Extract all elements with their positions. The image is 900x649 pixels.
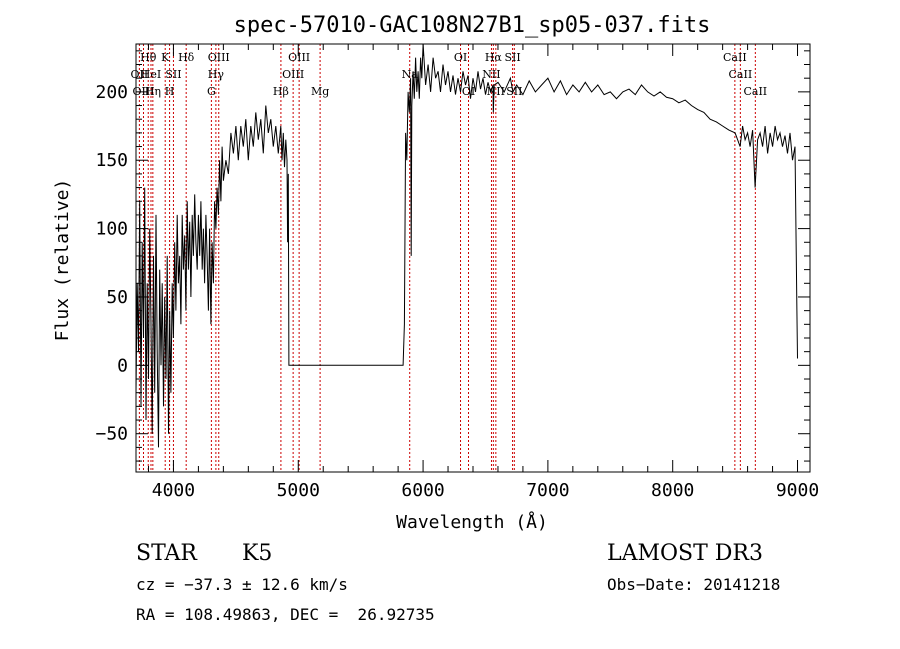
object-subclass: K5 [242, 541, 272, 566]
ra-dec-coordinates: RA = 108.49863, DEC = 26.92735 [136, 605, 435, 624]
survey-name: LAMOST DR3 [607, 541, 763, 566]
spectral-line-label: OI [454, 51, 467, 64]
spectral-line-label: OII [131, 68, 149, 81]
spectral-line-label: H [165, 85, 175, 98]
observation-date: Obs−Date: 20141218 [607, 575, 780, 594]
spectral-line-label: OIII [208, 51, 230, 64]
y-tick-label: 0 [117, 355, 128, 376]
spectral-line-label: SII [504, 51, 520, 64]
spectrum-line [135, 43, 798, 448]
spectral-line-label: Hη [145, 85, 161, 98]
spectral-line-label: K [161, 51, 170, 64]
y-axis: −50 0 50 100 150 200 [95, 50, 810, 462]
x-tick-label: 7000 [526, 480, 569, 501]
y-tick-label: 50 [106, 287, 128, 308]
x-tick-label: 4000 [152, 480, 195, 501]
spectral-line-label: NII [487, 85, 505, 98]
spectral-line-label: HeI [141, 68, 161, 81]
spectral-line-label: Hγ [208, 68, 225, 81]
y-axis-label: Flux (relative) [52, 179, 73, 342]
spectral-line-label: SII [506, 85, 522, 98]
spectral-line-label: Hδ [178, 51, 195, 64]
spectral-line-label: NII [482, 68, 500, 81]
spectral-line-label: Hθ [140, 51, 157, 64]
spectral-line-label: Hβ [273, 85, 289, 98]
chart-title: spec-57010-GAC108N27B1_sp05-037.fits [234, 13, 711, 38]
spectral-line-label: OIII [282, 68, 304, 81]
plot-frame [135, 43, 811, 473]
line-markers [138, 44, 756, 472]
y-tick-label: 200 [95, 82, 128, 103]
spectral-line-label: OI [462, 85, 475, 98]
x-tick-label: 5000 [277, 480, 320, 501]
y-tick-label: 150 [95, 150, 128, 171]
y-tick-label: −50 [95, 424, 128, 445]
object-class: STAR [136, 541, 198, 566]
x-tick-label: 6000 [401, 480, 444, 501]
spectral-line-label: CaII [729, 68, 753, 81]
y-tick-label: 100 [95, 219, 128, 240]
spectral-line-label: SII [165, 68, 181, 81]
spectral-line-label: Na [402, 68, 419, 81]
x-tick-label: 9000 [776, 480, 819, 501]
spectral-line-label: OIII [288, 51, 310, 64]
x-tick-label: 8000 [651, 480, 694, 501]
x-axis: 4000 5000 6000 7000 8000 9000 [147, 44, 819, 501]
spectral-line-label: Hα [485, 51, 503, 64]
spectral-line-label: CaII [743, 85, 767, 98]
x-axis-label: Wavelength (Å) [396, 511, 548, 533]
redshift-cz: cz = −37.3 ± 12.6 km/s [136, 575, 348, 594]
spectral-line-label: G [207, 85, 216, 98]
spectral-line-label: CaII [723, 51, 747, 64]
spectral-line-label: Mg [311, 85, 329, 98]
